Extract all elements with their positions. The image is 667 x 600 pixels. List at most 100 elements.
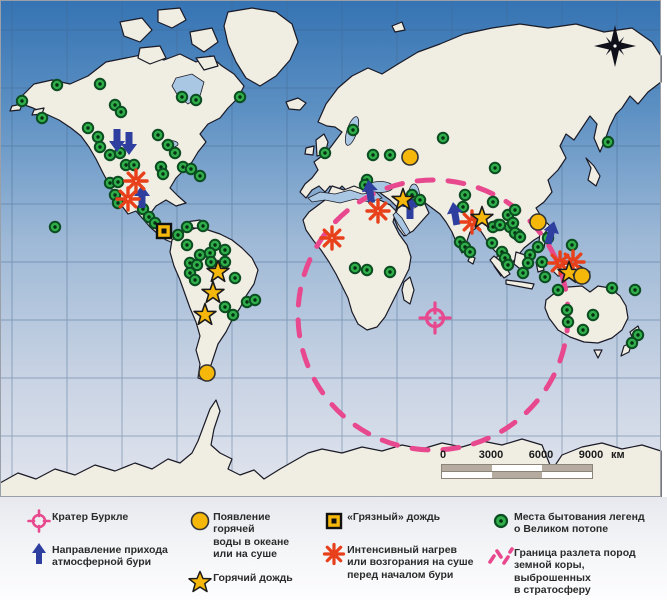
flood-legend-dot-marker bbox=[485, 236, 499, 250]
heat-burst-marker bbox=[365, 198, 391, 224]
flood-legend-dot-marker bbox=[383, 148, 397, 162]
flood-legend-dot-marker bbox=[93, 77, 107, 91]
flood-legend-dot-marker bbox=[535, 255, 549, 269]
scale-segment bbox=[492, 472, 542, 478]
legend-column-3: «Грязный» дождь Интенсивны bbox=[321, 509, 474, 596]
scale-label-0: 0 bbox=[439, 449, 447, 461]
legend-label: Появление горячей воды в океане или на с… bbox=[213, 511, 290, 561]
flood-legends-icon bbox=[488, 509, 514, 533]
flood-legend-dot-marker bbox=[531, 240, 545, 254]
storm-arrow-marker bbox=[134, 185, 150, 208]
flood-legend-dot-marker bbox=[516, 266, 530, 280]
flood-legend-dot-marker bbox=[184, 162, 198, 176]
flood-legend-dot-marker bbox=[189, 93, 203, 107]
flood-legend-dot-marker bbox=[93, 140, 107, 154]
legend-item-hot-water: Появление горячей воды в океане или на с… bbox=[187, 509, 307, 561]
legend-item-flood-legends: Места бытования легенд о Великом потопе bbox=[488, 509, 667, 536]
flood-legend-dot-marker bbox=[111, 175, 125, 189]
map-legend: Кратер Буркле Направление прихода атмосф… bbox=[0, 497, 667, 600]
scale-bar: 0 3000 6000 9000 км bbox=[439, 449, 626, 483]
landmass-ireland bbox=[304, 145, 315, 156]
legend-label: «Грязный» дождь bbox=[347, 511, 441, 523]
storm-arrow-marker bbox=[109, 129, 125, 152]
scale-unit: км bbox=[611, 449, 625, 461]
scale-segment bbox=[442, 472, 492, 478]
intense-heat-icon bbox=[321, 542, 347, 566]
storm-arrow-marker bbox=[446, 202, 463, 226]
flood-legend-dot-marker bbox=[458, 188, 472, 202]
legend-label: Горячий дождь bbox=[213, 571, 293, 584]
flood-legend-dot-marker bbox=[151, 128, 165, 142]
hot-rain-star-marker bbox=[193, 302, 217, 326]
legend-item-burckle-crater: Кратер Буркле bbox=[26, 509, 173, 533]
flood-legend-dot-marker bbox=[50, 78, 64, 92]
red-sea bbox=[392, 211, 411, 237]
legend-label: Места бытования легенд о Великом потопе bbox=[513, 511, 645, 536]
flood-legend-dot-marker bbox=[103, 148, 117, 162]
legend-label: Граница разлета пород земной коры, выбро… bbox=[513, 546, 636, 596]
flood-legend-dot-marker bbox=[346, 123, 360, 137]
heat-burst-marker bbox=[115, 186, 141, 212]
scale-segment bbox=[542, 465, 592, 471]
flood-legend-dot-marker bbox=[218, 243, 232, 257]
compass-rose-icon bbox=[594, 25, 636, 67]
storm-arrow-marker bbox=[121, 132, 137, 155]
flood-legend-dot-marker bbox=[168, 146, 182, 160]
flood-legend-dot-marker bbox=[318, 146, 332, 160]
flood-legend-dot-marker bbox=[628, 283, 642, 297]
scale-segment bbox=[542, 472, 592, 478]
debris-boundary-icon bbox=[488, 545, 514, 571]
flood-legend-dot-marker bbox=[521, 256, 535, 270]
hot-rain-star-marker bbox=[206, 259, 230, 283]
flood-legend-dot-marker bbox=[360, 263, 374, 277]
landmass-arctic-island-3 bbox=[189, 27, 219, 53]
scale-segment bbox=[442, 465, 492, 471]
scale-label-6000: 6000 bbox=[528, 449, 554, 461]
flood-legend-dot-marker bbox=[348, 261, 362, 275]
map-markers bbox=[15, 77, 645, 382]
flood-legend-dot-marker bbox=[625, 336, 639, 350]
map-frame bbox=[0, 0, 661, 497]
flood-legend-dot-marker bbox=[248, 293, 262, 307]
flood-legend-dot-marker bbox=[486, 195, 500, 209]
flood-legend-dot-marker bbox=[161, 138, 175, 152]
landmass-svalbard bbox=[391, 21, 406, 33]
legend-column-2: Появление горячей воды в океане или на с… bbox=[187, 509, 307, 596]
scale-bar-segments bbox=[441, 464, 593, 479]
flood-legend-dot-marker bbox=[538, 270, 552, 284]
flood-legend-dot-marker bbox=[586, 308, 600, 322]
flood-legend-dot-marker bbox=[560, 303, 574, 317]
scale-label-9000: 9000 bbox=[578, 449, 604, 461]
flood-legend-dot-marker bbox=[508, 203, 522, 217]
dirty-rain-square-marker bbox=[155, 222, 173, 240]
legend-item-debris-boundary: Граница разлета пород земной коры, выбро… bbox=[488, 545, 667, 597]
landmass-arctic-island-4 bbox=[137, 45, 167, 65]
landmass-japan bbox=[585, 157, 601, 187]
landmass-iceland bbox=[285, 97, 307, 111]
hot-water-circle-marker bbox=[401, 148, 419, 166]
flood-legend-dot-marker bbox=[488, 161, 502, 175]
dirty-rain-icon bbox=[321, 509, 347, 533]
legend-item-dirty-rain: «Грязный» дождь bbox=[321, 509, 474, 533]
flood-legend-dot-marker bbox=[513, 230, 527, 244]
flood-legend-dot-marker bbox=[561, 315, 575, 329]
flood-legend-dot-marker bbox=[193, 169, 207, 183]
flood-legend-dot-marker bbox=[188, 273, 202, 287]
hot-rain-star-marker bbox=[470, 205, 494, 229]
legend-column-4: Места бытования легенд о Великом потопе bbox=[488, 509, 667, 596]
flood-legend-dot-marker bbox=[196, 219, 210, 233]
flood-legend-dot-marker bbox=[605, 281, 619, 295]
flood-legend-dot-marker bbox=[156, 167, 170, 181]
flood-legend-dot-marker bbox=[501, 258, 515, 272]
flood-legend-dot-marker bbox=[228, 271, 242, 285]
legend-item-storm-arrow: Направление прихода атмосферной бури bbox=[26, 542, 173, 569]
flood-legend-dot-marker bbox=[436, 131, 450, 145]
world-map-canvas bbox=[0, 0, 662, 497]
landmass-java bbox=[505, 279, 535, 290]
flood-legend-dot-marker bbox=[601, 135, 615, 149]
flood-legend-dot-marker bbox=[218, 300, 232, 314]
legend-item-intense-heat: Интенсивный нагрев или возгорания на суш… bbox=[321, 542, 474, 581]
landmass-tasmania bbox=[593, 349, 603, 359]
flood-legend-dot-marker bbox=[48, 220, 62, 234]
storm-arrow-icon bbox=[26, 542, 52, 566]
